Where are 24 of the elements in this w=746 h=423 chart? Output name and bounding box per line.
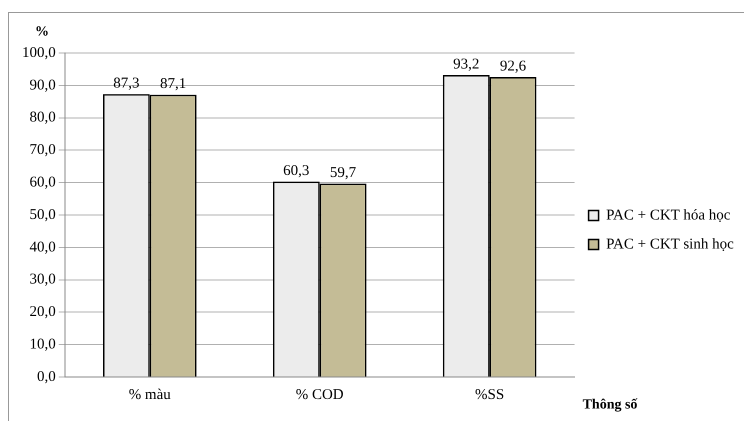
y-axis-title: %: [35, 24, 49, 40]
y-tick-label: 90,0: [30, 77, 56, 94]
data-label: 60,3: [283, 163, 310, 180]
x-tick-label: %SS: [475, 386, 504, 403]
y-tick-label: 60,0: [30, 174, 56, 191]
x-axis-title: Thông số: [582, 398, 638, 413]
x-tick-label: % màu: [128, 386, 172, 403]
data-label: 93,2: [453, 56, 480, 72]
legend-label: PAC + CKT sinh học: [606, 236, 734, 252]
data-label: 87,3: [113, 76, 140, 92]
y-tick-label: 100,0: [22, 44, 56, 61]
y-tick-label: 0,0: [37, 368, 56, 385]
data-label: 87,1: [160, 76, 186, 92]
y-tick-label: 50,0: [30, 206, 56, 223]
data-label: 59,7: [330, 165, 357, 182]
y-tick-label: 80,0: [30, 110, 56, 126]
legend-label: PAC + CKT hóa học: [606, 207, 731, 224]
y-tick-label: 10,0: [30, 336, 56, 353]
y-tick-label: 30,0: [30, 272, 56, 288]
y-tick-label: 20,0: [30, 304, 56, 320]
data-label: 92,6: [500, 58, 527, 74]
x-tick-label: % COD: [296, 386, 344, 403]
y-tick-label: 40,0: [30, 239, 56, 256]
y-tick-label: 70,0: [30, 142, 56, 158]
